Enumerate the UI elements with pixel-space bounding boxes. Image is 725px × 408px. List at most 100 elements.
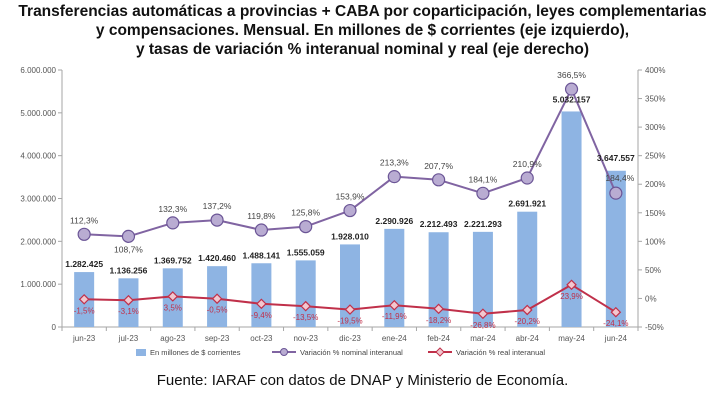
nominal-value-label: 125,8% — [291, 208, 320, 218]
x-tick-label: sep-23 — [205, 334, 230, 343]
line-series — [77, 82, 623, 320]
real-value-label: -24,1% — [603, 319, 628, 328]
bar-value-label: 1.488.141 — [242, 250, 280, 260]
right-tick-label: 400% — [645, 66, 665, 75]
real-value-label: -18,2% — [426, 316, 451, 325]
right-tick-label: 150% — [645, 209, 665, 218]
x-tick-label: oct-23 — [250, 334, 273, 343]
bar-value-label: 5.032.157 — [553, 94, 591, 104]
nominal-variation-point — [387, 170, 401, 184]
left-tick-label: 6.000.000 — [20, 66, 56, 75]
real-value-label: -11,9% — [382, 312, 407, 321]
nominal-variation-point — [343, 203, 357, 218]
nominal-value-label: 112,3% — [70, 215, 99, 225]
left-tick-label: 2.000.000 — [20, 237, 56, 246]
real-variation-point — [123, 294, 134, 306]
legend-real-label: Variación % real interanual — [456, 348, 545, 357]
nominal-value-label: 153,9% — [336, 192, 365, 202]
bar-value-label: 1.928.010 — [331, 231, 369, 241]
left-tick-label: 4.000.000 — [20, 152, 56, 161]
right-tick-label: 200% — [645, 180, 665, 189]
right-tick-label: 300% — [645, 123, 665, 132]
nominal-variation-point — [609, 186, 623, 200]
bar-value-label: 1.369.752 — [154, 255, 192, 265]
real-value-label: -20,2% — [515, 317, 540, 326]
nominal-variation-point — [520, 171, 534, 185]
legend-real-marker — [435, 347, 445, 357]
nominal-value-label: 108,7% — [114, 244, 143, 254]
nominal-variation-point — [432, 173, 446, 187]
nominal-variation-point — [77, 227, 91, 241]
x-tick-label: abr-24 — [516, 334, 540, 343]
right-tick-label: 50% — [645, 266, 661, 275]
nominal-variation-point — [210, 213, 224, 227]
bar — [561, 111, 582, 328]
bar-value-label: 2.691.921 — [508, 199, 546, 209]
title-line-2: y compensaciones. Mensual. En millones d… — [95, 22, 630, 39]
x-tick-label: jun-24 — [604, 334, 628, 343]
x-tick-label: mar-24 — [470, 334, 496, 343]
real-value-label: -0,5% — [207, 306, 228, 315]
chart-axes: 0 1.000.000 2.000.000 3.000.000 4.000.000 5.0… — [20, 66, 665, 343]
x-tick-label: nov-23 — [293, 334, 318, 343]
x-tick-label: jul-23 — [118, 334, 139, 343]
bar — [428, 232, 449, 327]
legend: En millones de $ corrientes Variación % n… — [136, 347, 545, 357]
bar — [472, 231, 493, 327]
right-tick-label: 350% — [645, 95, 665, 104]
nominal-variation-point — [564, 82, 579, 96]
x-tick-label: jun-23 — [72, 334, 96, 343]
x-tick-label: ene-24 — [382, 334, 407, 343]
real-value-label: -13,5% — [293, 313, 318, 322]
bar — [384, 228, 405, 327]
real-variation-point — [433, 303, 444, 315]
data-labels: 1.282.425 1.136.256 1.369.752 1.420.460 1.48… — [65, 70, 635, 330]
real-variation-point — [566, 279, 577, 291]
bar — [340, 244, 360, 327]
left-tick-label: 5.000.000 — [20, 109, 56, 118]
source-note: Fuente: IARAF con datos de DNAP y Minist… — [156, 372, 569, 389]
real-value-label: -26,8% — [470, 321, 495, 330]
title-line-3: y tasas de variación % interanual nomina… — [135, 41, 590, 58]
nominal-value-label: 366,5% — [557, 70, 586, 80]
title-line-1: Transferencias automáticas a provincias … — [18, 3, 707, 20]
bar-value-label: 2.212.493 — [420, 219, 458, 229]
real-variation-point — [78, 293, 90, 305]
nominal-variation-point — [299, 219, 313, 234]
real-variation-point — [211, 293, 223, 305]
real-variation-point — [256, 298, 267, 310]
x-tick-label: feb-24 — [427, 334, 450, 343]
left-tick-label: 1.000.000 — [20, 280, 56, 289]
right-tick-label: 100% — [645, 237, 665, 246]
bar-value-label: 1.420.460 — [198, 253, 236, 263]
nominal-variation-point — [476, 186, 490, 200]
nominal-value-label: 184,4% — [605, 173, 634, 183]
bar — [517, 211, 538, 327]
nominal-value-label: 132,3% — [158, 204, 187, 214]
legend-nominal-marker — [280, 348, 288, 356]
nominal-value-label: 137,2% — [203, 201, 232, 211]
bar — [251, 263, 272, 327]
x-tick-label: may-24 — [558, 334, 585, 343]
bar-value-label: 1.136.256 — [110, 265, 148, 275]
x-tick-label: dic-23 — [339, 334, 361, 343]
nominal-value-label: 207,7% — [424, 161, 453, 171]
x-tick-label: ago-23 — [160, 334, 185, 343]
right-tick-label: 250% — [645, 152, 665, 161]
legend-nominal-label: Variación % nominal interanual — [300, 348, 403, 357]
legend-bar-label: En millones de $ corrientes — [150, 348, 241, 357]
real-value-label: -3,1% — [118, 307, 139, 316]
right-tick-label: -50% — [645, 323, 664, 332]
real-variation-point — [167, 291, 179, 302]
real-variation-point — [344, 304, 356, 315]
real-value-label: 3,5% — [164, 303, 182, 312]
chart-title: Transferencias automáticas a provincias … — [0, 2, 725, 59]
bar-series — [74, 111, 626, 328]
nominal-value-label: 213,3% — [380, 158, 409, 168]
legend-bar-swatch — [136, 349, 146, 356]
bar-value-label: 1.555.059 — [287, 247, 325, 257]
bar-value-label: 2.290.926 — [375, 216, 413, 226]
real-variation-point — [610, 306, 622, 318]
left-tick-label: 0 — [52, 323, 57, 332]
